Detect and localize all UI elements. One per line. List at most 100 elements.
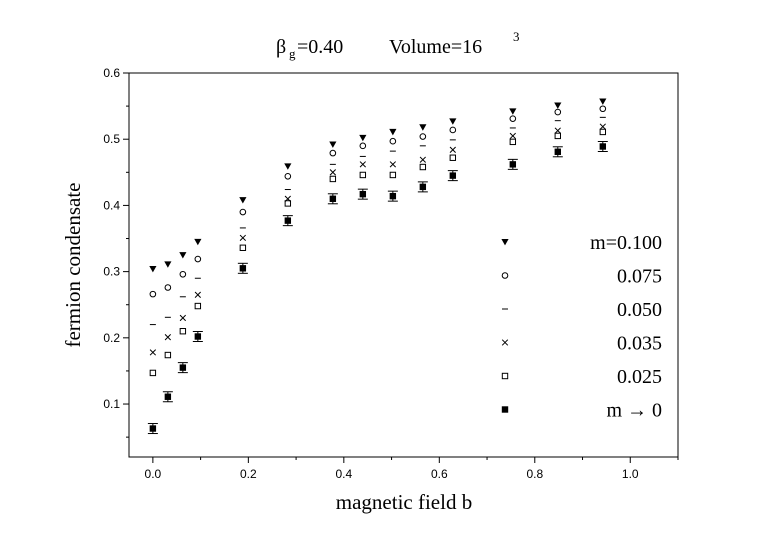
- legend-label: m=0.100: [590, 232, 662, 254]
- data-point: [164, 261, 172, 268]
- data-point: [509, 138, 517, 146]
- data-point: [179, 364, 187, 371]
- legend-item: 0.025: [501, 366, 662, 388]
- legend-marker: [501, 372, 509, 380]
- chart-title-beta-value: =0.40: [297, 36, 343, 58]
- data-point: [554, 108, 562, 116]
- chart-title-beta-subscript: g: [289, 46, 296, 61]
- chart-title-volume-exponent: 3: [513, 29, 520, 44]
- data-point: [284, 163, 292, 170]
- series-5: [149, 128, 607, 377]
- data-point: [179, 314, 187, 322]
- data-point: [239, 244, 247, 251]
- series-6: [147, 140, 608, 435]
- data-point: [359, 171, 367, 179]
- data-point: [389, 171, 397, 179]
- legend-label: 0.035: [617, 333, 662, 355]
- data-point: [419, 133, 427, 140]
- legend-marker: [501, 406, 509, 413]
- data-point: [359, 142, 367, 150]
- y-tick-label: 0.5: [103, 132, 120, 146]
- data-point: [194, 302, 202, 310]
- x-tick-label: 0.0: [145, 467, 162, 481]
- data-point: [359, 134, 367, 142]
- x-axis: 0.0 0.2 0.4 0.6 0.8 1.0: [145, 457, 679, 481]
- y-tick-label: 0.2: [103, 331, 120, 345]
- legend-item: 0.035: [501, 333, 662, 355]
- data-point: [194, 238, 202, 246]
- x-tick-label: 0.4: [335, 467, 352, 481]
- data-point: [329, 141, 337, 148]
- data-point: [449, 118, 457, 125]
- data-point: [164, 334, 172, 341]
- data-point: [389, 161, 397, 168]
- data-point: [194, 333, 202, 340]
- data-point: [449, 172, 457, 179]
- data-series: [147, 98, 608, 435]
- data-point: [149, 369, 157, 377]
- plot-frame: [128, 72, 679, 458]
- data-point: [164, 351, 172, 359]
- legend-item: 0.075: [501, 266, 662, 288]
- data-point: [359, 161, 366, 168]
- series-3: [149, 116, 606, 326]
- data-point: [149, 425, 157, 432]
- series-1: [149, 98, 607, 273]
- data-point: [449, 154, 457, 161]
- data-point: [449, 126, 457, 134]
- y-tick-label: 0.1: [103, 397, 120, 411]
- x-tick-label: 0.6: [431, 467, 448, 481]
- data-point: [509, 132, 516, 140]
- data-point: [554, 102, 562, 109]
- legend-label: m → 0: [606, 400, 662, 422]
- data-point: [419, 183, 427, 191]
- data-point: [179, 252, 187, 259]
- data-point: [239, 234, 247, 242]
- data-point: [149, 265, 157, 273]
- data-point: [194, 291, 201, 298]
- data-point: [329, 169, 336, 176]
- x-axis-label: magnetic field b: [336, 490, 472, 514]
- data-point: [149, 349, 157, 356]
- data-point: [164, 393, 172, 400]
- legend-marker: [501, 272, 509, 279]
- data-point: [284, 200, 292, 207]
- data-point: [449, 146, 456, 153]
- data-point: [389, 192, 397, 200]
- data-point: [149, 290, 157, 298]
- y-axis-label: fermion condensate: [61, 182, 85, 347]
- series-2: [149, 105, 607, 298]
- data-point: [419, 124, 427, 131]
- data-point: [194, 255, 202, 263]
- data-point: [284, 172, 292, 180]
- data-point: [239, 208, 247, 216]
- legend: m=0.100 0.075 0.050 0.035 0.025 m → 0: [501, 232, 662, 422]
- data-point: [599, 98, 607, 105]
- data-point: [599, 128, 607, 136]
- data-point: [164, 284, 172, 291]
- legend-item: 0.050: [502, 299, 662, 321]
- data-point: [509, 161, 517, 168]
- data-point: [554, 132, 561, 140]
- data-point: [599, 143, 607, 150]
- data-point: [389, 128, 397, 136]
- chart-title-volume: Volume=16: [389, 36, 482, 58]
- data-point: [554, 127, 561, 134]
- data-point: [179, 270, 187, 278]
- legend-marker: [501, 239, 509, 246]
- x-tick-label: 1.0: [622, 467, 639, 481]
- data-point: [419, 156, 426, 163]
- data-point: [284, 217, 292, 224]
- data-point: [329, 149, 337, 157]
- x-tick-label: 0.2: [240, 467, 257, 481]
- legend-item: m → 0: [501, 400, 662, 422]
- x-tick-label: 0.8: [526, 467, 543, 481]
- data-point: [329, 195, 337, 202]
- series-4: [149, 123, 606, 356]
- data-point: [329, 175, 337, 183]
- data-point: [554, 148, 561, 155]
- legend-label: 0.050: [617, 299, 662, 321]
- y-axis: 0.1 0.2 0.3 0.4 0.5 0.6: [103, 66, 129, 438]
- data-point: [509, 115, 517, 122]
